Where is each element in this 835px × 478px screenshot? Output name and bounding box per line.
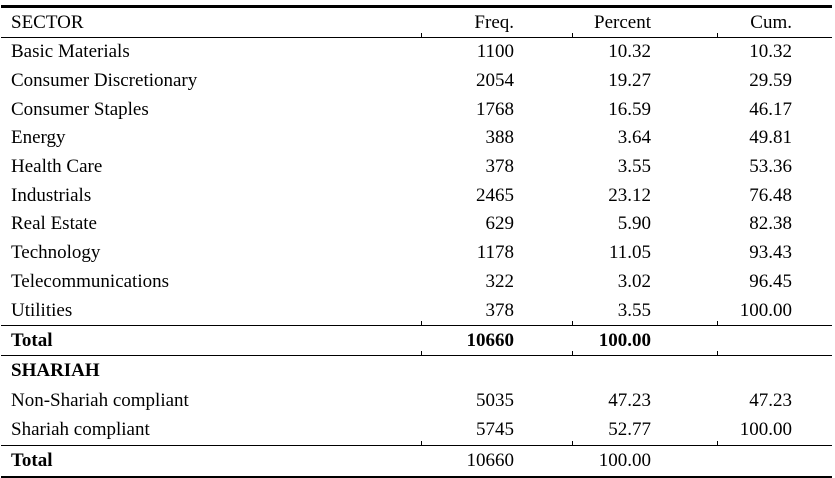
freq-cell: 388 <box>485 127 515 149</box>
sector-cell: Technology <box>11 242 101 264</box>
cum-cell <box>717 325 832 356</box>
cum-cell: 93.43 <box>749 242 792 264</box>
sector-cell: Basic Materials <box>11 41 130 63</box>
freq-cell: 10660 <box>421 325 572 356</box>
column-header-cum: Cum. <box>717 7 832 38</box>
table-row-telecommunications: Telecommunications 322 3.02 96.45 <box>1 268 832 297</box>
table-row-health-care: Health Care 378 3.55 53.36 <box>1 153 832 182</box>
table-row-non-shariah-compliant: Non-Shariah compliant 5035 47.23 47.23 <box>1 386 832 416</box>
percent-cell: 16.59 <box>608 98 651 120</box>
percent-cell: 100.00 <box>598 450 651 472</box>
freq-cell: 2465 <box>476 184 514 206</box>
freq-cell: 629 <box>485 213 515 235</box>
cum-cell <box>717 356 832 386</box>
sector-cell: Non-Shariah compliant <box>11 389 189 411</box>
cum-cell: 47.23 <box>749 389 792 411</box>
freq-cell <box>421 356 572 386</box>
cum-cell: 76.48 <box>749 184 792 206</box>
freq-cell: 378 <box>421 296 572 326</box>
cum-cell: 100.00 <box>717 416 832 446</box>
percent-cell: 47.23 <box>608 389 651 411</box>
percent-cell: 100.00 <box>572 325 717 356</box>
sector-cell: Real Estate <box>11 213 97 235</box>
table-row-energy: Energy 388 3.64 49.81 <box>1 124 832 153</box>
table-row-industrials: Industrials 2465 23.12 76.48 <box>1 181 832 210</box>
percent-cell <box>572 356 717 386</box>
freq-cell: 5745 <box>421 416 572 446</box>
percent-cell: 19.27 <box>608 70 651 92</box>
table-row-consumer-discretionary: Consumer Discretionary 2054 19.27 29.59 <box>1 67 832 96</box>
table-row-shariah-compliant: Shariah compliant 5745 52.77 100.00 <box>1 416 832 446</box>
column-header-percent: Percent <box>572 7 717 38</box>
cum-cell: 96.45 <box>749 270 792 292</box>
cum-cell: 10.32 <box>749 41 792 63</box>
cum-cell: 82.38 <box>749 213 792 235</box>
sector-cell: Consumer Discretionary <box>11 70 198 92</box>
total-label-cell: Total <box>11 450 53 472</box>
percent-cell: 52.77 <box>572 416 717 446</box>
freq-cell: 2054 <box>476 70 514 92</box>
cum-cell: 49.81 <box>749 127 792 149</box>
table-row-utilities: Utilities 378 3.55 100.00 <box>1 296 832 326</box>
table-row-consumer-staples: Consumer Staples 1768 16.59 46.17 <box>1 95 832 124</box>
sector-cell: Industrials <box>11 184 92 206</box>
total-label-cell: Total <box>11 329 53 351</box>
freq-cell: 1100 <box>476 41 514 63</box>
freq-cell: 5035 <box>476 389 514 411</box>
sector-cell: Energy <box>11 127 66 149</box>
percent-cell: 5.90 <box>617 213 651 235</box>
column-header-freq: Freq. <box>421 7 572 38</box>
sector-cell: Consumer Staples <box>11 98 149 120</box>
section-header-cell: SHARIAH <box>11 360 100 382</box>
sector-cell: Utilities <box>11 299 73 321</box>
percent-cell: 3.55 <box>572 296 717 326</box>
cum-cell: 100.00 <box>717 296 832 326</box>
percent-cell: 10.32 <box>608 41 651 63</box>
table-row-real-estate: Real Estate 629 5.90 82.38 <box>1 210 832 239</box>
table-section-row-shariah: SHARIAH <box>1 356 832 386</box>
sector-cell: Shariah compliant <box>11 419 150 441</box>
cum-cell: 29.59 <box>749 70 792 92</box>
table-row-sector-total: Total 10660 100.00 <box>1 325 832 356</box>
percent-cell: 3.02 <box>617 270 651 292</box>
sector-cell: Telecommunications <box>11 270 170 292</box>
freq-cell: 378 <box>485 156 515 178</box>
percent-cell: 3.64 <box>617 127 651 149</box>
cum-cell <box>717 446 832 478</box>
sector-cell: Health Care <box>11 156 103 178</box>
table-header-row: SECTOR Freq. Percent Cum. <box>1 6 832 38</box>
freq-cell: 322 <box>485 270 515 292</box>
sector-shariah-frequency-table: SECTOR Freq. Percent Cum. Basic Material… <box>1 5 832 478</box>
table-row-basic-materials: Basic Materials 1100 10.32 10.32 <box>1 38 832 67</box>
percent-cell: 11.05 <box>608 242 651 264</box>
cum-cell: 46.17 <box>749 98 792 120</box>
cum-cell: 53.36 <box>749 156 792 178</box>
freq-cell: 1768 <box>476 98 514 120</box>
freq-cell: 1178 <box>476 242 514 264</box>
percent-cell: 3.55 <box>617 156 651 178</box>
column-header-sector: SECTOR <box>11 11 84 33</box>
freq-cell: 10660 <box>466 450 515 472</box>
table-row-shariah-total: Total 10660 100.00 <box>1 446 832 478</box>
percent-cell: 23.12 <box>608 184 651 206</box>
table-row-technology: Technology 1178 11.05 93.43 <box>1 239 832 268</box>
